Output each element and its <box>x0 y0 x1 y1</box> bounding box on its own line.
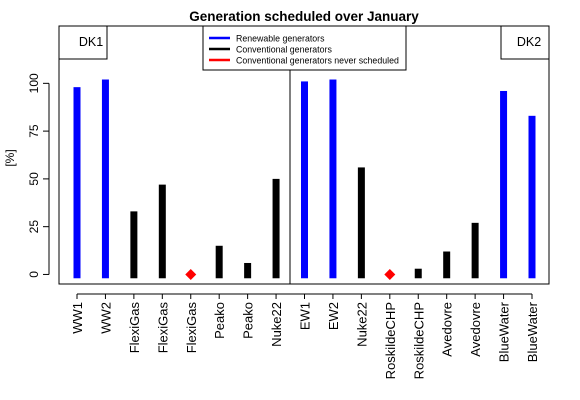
bar <box>272 178 280 279</box>
bar <box>215 245 223 279</box>
x-tick-label: BlueWater <box>497 301 512 362</box>
x-tick-label: EW1 <box>298 302 313 330</box>
x-tick-label: Nuke22 <box>354 302 369 347</box>
region-label: DK2 <box>517 35 541 49</box>
bars <box>73 79 536 280</box>
y-axis-label: [%] <box>3 149 17 166</box>
x-tick-label: FlexiGas <box>184 302 199 354</box>
x-tick-label: RoskildeCHP <box>411 302 426 379</box>
y-tick-label: 50 <box>27 172 41 186</box>
bar <box>500 90 508 279</box>
region-label-box <box>58 25 108 60</box>
region-label-box <box>500 25 550 60</box>
y-tick-label: 75 <box>27 124 41 138</box>
bar <box>414 268 422 279</box>
bar <box>301 81 308 279</box>
bar <box>158 184 166 279</box>
x-tick-label: RoskildeCHP <box>383 302 398 379</box>
y-axis: 0 25 50 75 100 <box>27 73 50 278</box>
bar <box>443 251 451 279</box>
x-tick-label: FlexiGas <box>155 302 170 354</box>
x-tick-label: Avedovre <box>440 302 455 357</box>
never-scheduled-marker <box>185 268 197 280</box>
bar <box>528 115 536 279</box>
x-tick-label: WW2 <box>98 302 113 334</box>
x-tick-label: FlexiGas <box>127 302 142 354</box>
y-tick-label: 0 <box>27 271 41 278</box>
bar <box>471 222 479 279</box>
x-tick-label: Peako <box>212 302 227 339</box>
region-label: DK1 <box>79 35 103 49</box>
x-tick-label: BlueWater <box>525 301 540 362</box>
y-tick-label: 100 <box>27 73 41 93</box>
bar <box>130 211 138 279</box>
legend-label: Renewable generators <box>236 34 325 44</box>
y-tick-label: 25 <box>27 220 41 234</box>
bar <box>73 87 81 279</box>
x-tick-label: Nuke22 <box>269 302 284 347</box>
x-tick-label: Avedovre <box>468 302 483 357</box>
legend-label: Conventional generators never scheduled <box>236 56 399 66</box>
bar <box>329 79 337 279</box>
bar <box>101 79 109 279</box>
bar <box>244 262 252 279</box>
x-tick-label: EW2 <box>326 302 341 330</box>
x-tick-label: Peako <box>241 302 256 339</box>
legend-label: Conventional generators <box>236 45 332 55</box>
x-axis: WW1 WW2 FlexiGas FlexiGas FlexiGas Peako Peako… <box>70 293 540 379</box>
bar <box>357 167 365 279</box>
legend-box <box>202 25 407 71</box>
never-scheduled-marker <box>384 268 396 280</box>
x-tick-label: WW1 <box>70 302 85 334</box>
chart-title: Generation scheduled over January <box>189 9 419 24</box>
region-labels: DK1 DK2 <box>58 25 550 60</box>
